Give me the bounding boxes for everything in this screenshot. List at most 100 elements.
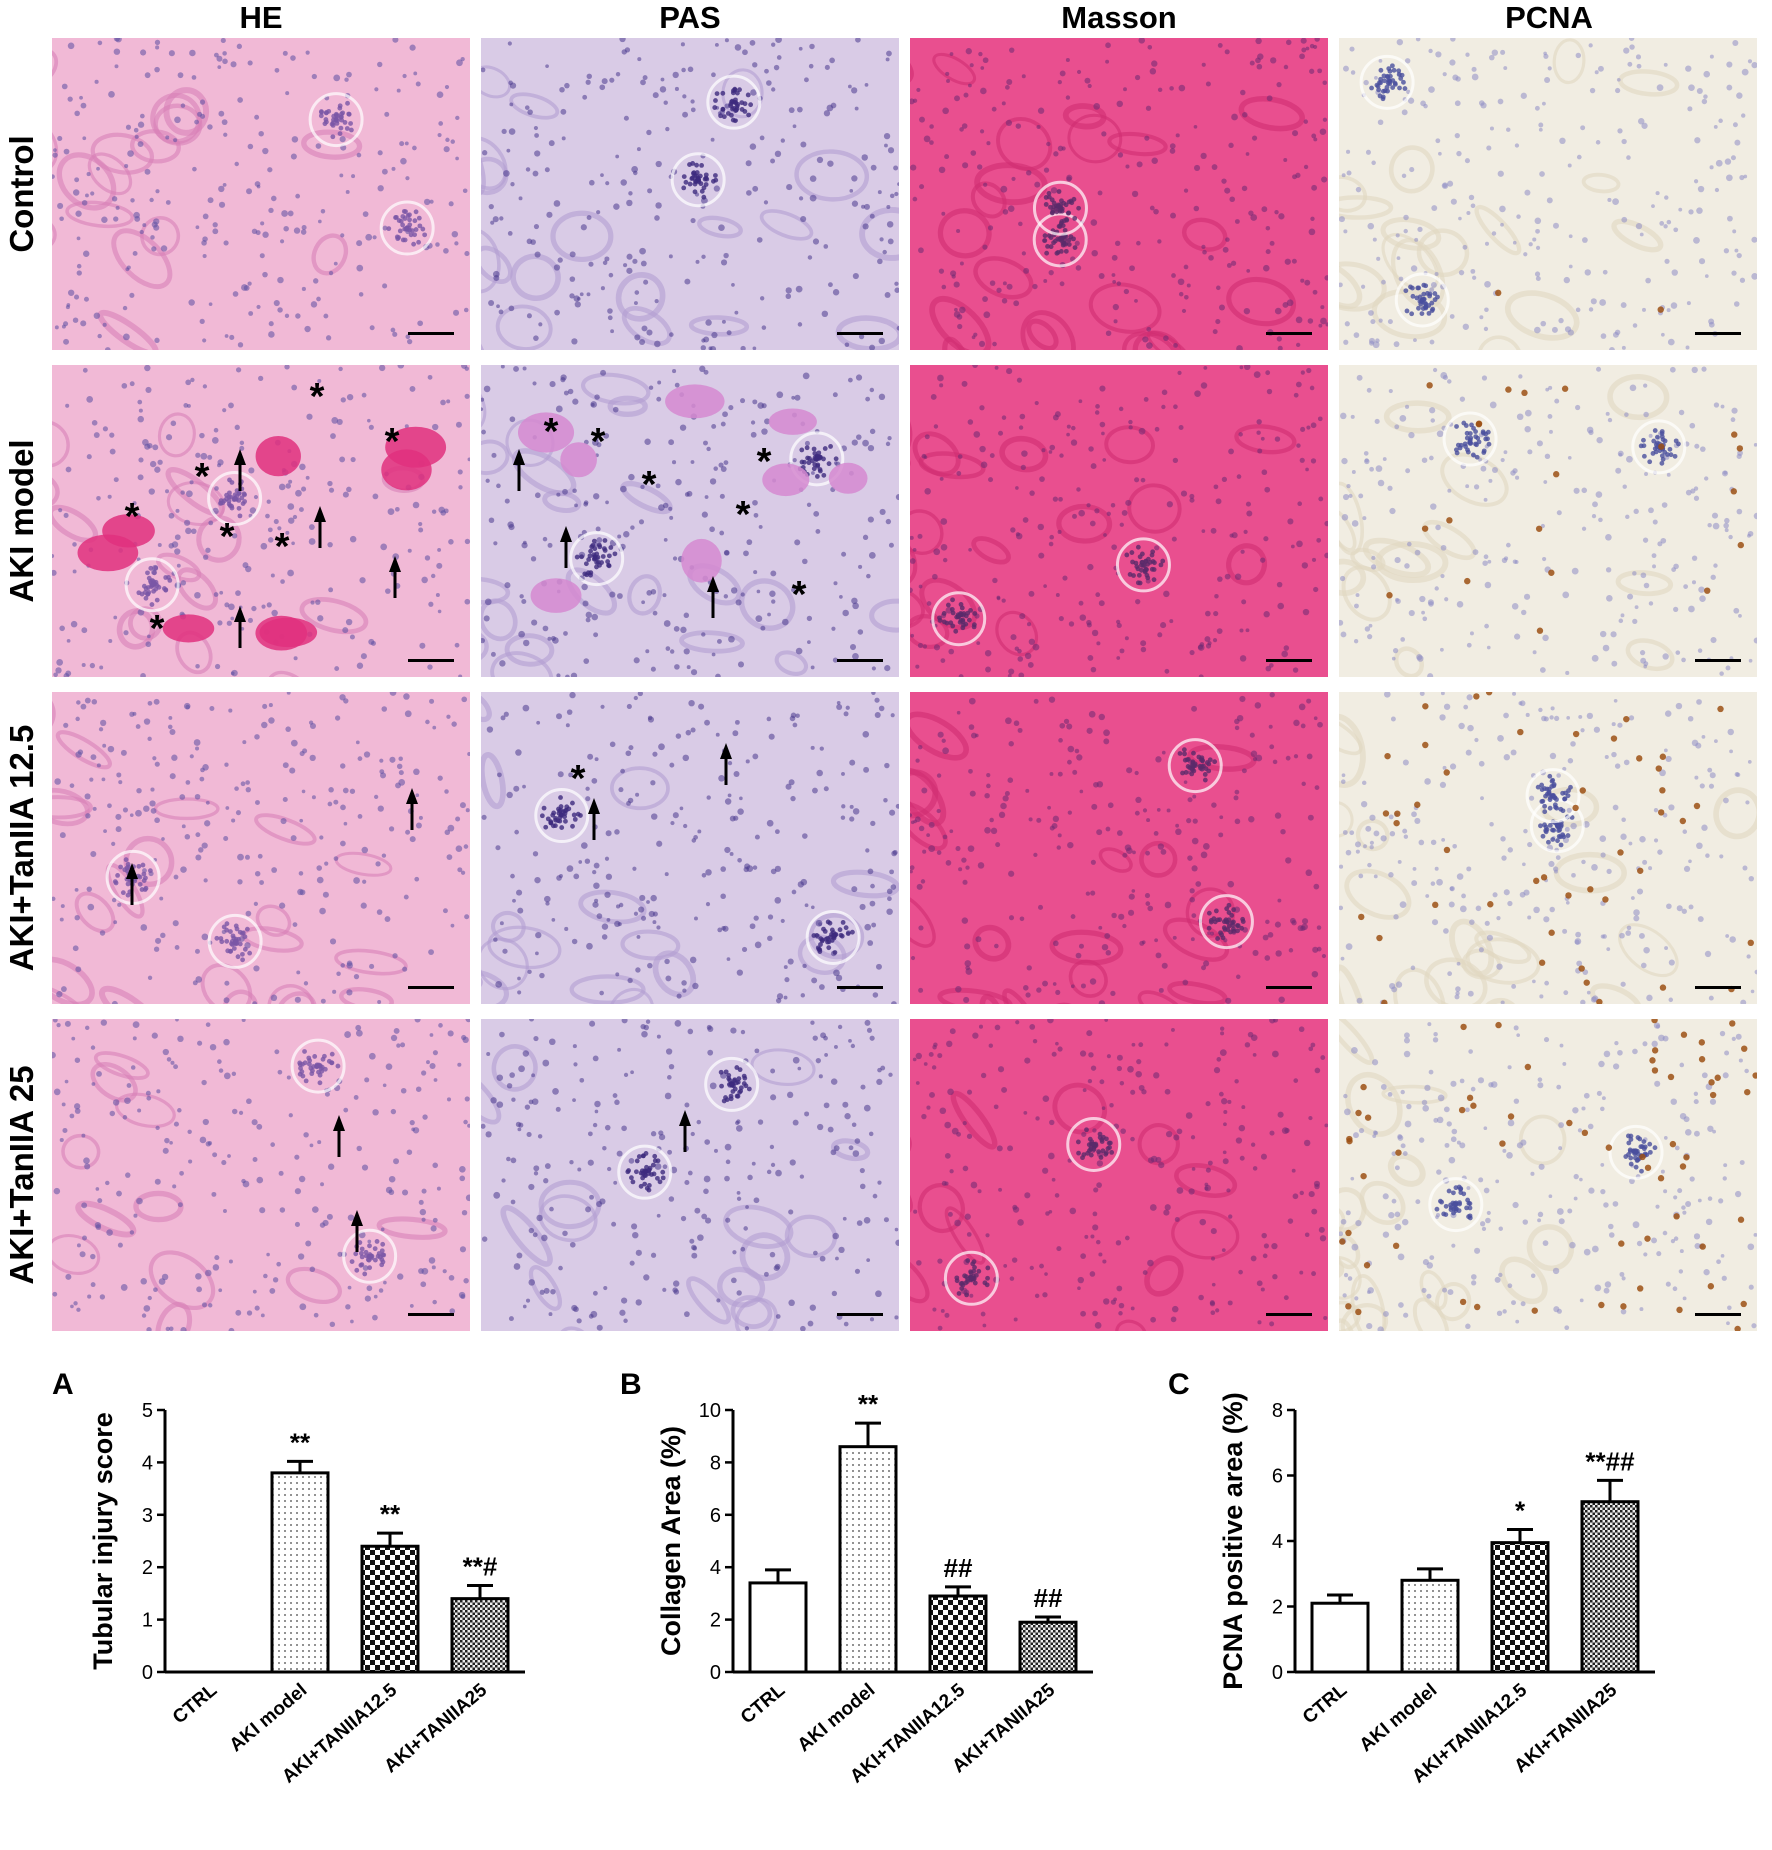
arrow-up-icon xyxy=(234,606,246,648)
asterisk-marker: * xyxy=(385,421,400,463)
significance-label: * xyxy=(1515,1496,1526,1526)
y-tick-label: 8 xyxy=(710,1452,721,1474)
asterisk-marker: * xyxy=(792,574,807,616)
micrograph-texture xyxy=(910,1019,1328,1331)
panel-letter-b: B xyxy=(620,1368,642,1401)
column-header-pas: PAS xyxy=(659,0,721,35)
micrograph-masson-row-2 xyxy=(910,365,1328,677)
micrograph-masson-row-4 xyxy=(910,1019,1328,1331)
micrograph-texture: * ***** xyxy=(481,365,899,677)
significance-label: **# xyxy=(463,1552,498,1582)
bar-aki-model xyxy=(838,1445,898,1674)
x-category-label: CTRL xyxy=(169,1679,222,1728)
bar-chart-pcna-positive-svg: PCNA positive area (%) 0 2 4 6 8 CTRL AKI model… xyxy=(1218,1392,1655,1788)
bar-aki-taniia25 xyxy=(1580,1500,1640,1674)
error-bar xyxy=(1507,1528,1533,1543)
micrograph-pas-row-3: * xyxy=(481,692,899,1004)
column-header-he: HE xyxy=(239,0,283,35)
micrograph-pcna-row-4 xyxy=(1339,1019,1757,1331)
micrograph-he-row-2: * * * * * * * xyxy=(52,365,470,677)
micrograph-texture xyxy=(910,692,1328,1004)
arrow-up-icon xyxy=(679,1110,691,1152)
row-header-aki-taniia-25: AKI+TanIIA 25 xyxy=(0,1019,44,1331)
arrow-up-icon xyxy=(351,1210,363,1252)
y-tick-label: 2 xyxy=(710,1610,721,1632)
row-label-aki-taniia-12-5: AKI+TanIIA 12.5 xyxy=(3,724,40,972)
x-category-label: AKI model xyxy=(226,1680,311,1756)
micrograph-texture xyxy=(481,1019,899,1331)
asterisk-marker: * xyxy=(150,608,165,650)
x-category-label: AKI model xyxy=(1356,1680,1441,1756)
asterisk-marker: * xyxy=(220,516,235,558)
bar-aki-model xyxy=(1400,1578,1460,1674)
y-tick-label: 6 xyxy=(710,1505,721,1527)
bar-chart-tubular-injury-svg: Tubular injury score 0 1 2 3 4 5 CTRL ** AKI mode… xyxy=(88,1400,525,1788)
column-header-pcna: PCNA xyxy=(1505,0,1593,35)
row-label-control: Control xyxy=(3,135,40,253)
significance-label: ## xyxy=(944,1553,973,1583)
micrograph-pcna-row-1 xyxy=(1339,38,1757,350)
row-label-aki-model: AKI model xyxy=(3,439,40,603)
micrograph-texture xyxy=(1339,38,1757,350)
bar-chart-collagen-area-svg: Collagen Area (%) 0 2 4 6 8 10 CTRL ** AKI model #… xyxy=(656,1389,1093,1788)
error-bar xyxy=(855,1421,881,1447)
y-tick-label: 0 xyxy=(142,1662,153,1684)
micrograph-texture: **** * ** xyxy=(52,365,470,677)
error-bar xyxy=(945,1585,971,1597)
y-axis-label: Tubular injury score xyxy=(88,1412,118,1670)
bar-aki-taniia25 xyxy=(450,1597,510,1674)
y-tick-label: 8 xyxy=(1272,1400,1283,1422)
asterisk-marker: * xyxy=(642,464,657,506)
micrograph-masson-row-1 xyxy=(910,38,1328,350)
y-tick-label: 5 xyxy=(142,1400,153,1422)
arrow-up-icon xyxy=(720,743,732,785)
y-tick-label: 1 xyxy=(142,1610,153,1632)
y-tick-label: 3 xyxy=(142,1505,153,1527)
arrow-up-icon xyxy=(513,449,525,491)
micrograph-pas-row-4 xyxy=(481,1019,899,1331)
significance-label: ** xyxy=(858,1389,879,1419)
error-bar xyxy=(377,1531,403,1547)
micrograph-texture xyxy=(52,38,470,350)
micrograph-pcna-row-3 xyxy=(1339,692,1757,1004)
arrow-up-icon xyxy=(314,506,326,548)
micrograph-texture xyxy=(1339,692,1757,1004)
row-header-control: Control xyxy=(0,38,44,350)
micrograph-pcna-row-2 xyxy=(1339,365,1757,677)
x-category-label: CTRL xyxy=(1299,1679,1352,1728)
bar-chart-tubular-injury: Tubular injury score 0 1 2 3 4 5 CTRL ** AKI mode… xyxy=(88,1390,560,1845)
micrograph-pas-row-2: * * * * * * xyxy=(481,365,899,677)
y-tick-label: 4 xyxy=(142,1452,153,1474)
micrograph-he-row-4 xyxy=(52,1019,470,1331)
asterisk-marker: * xyxy=(195,456,210,498)
y-axis-label: PCNA positive area (%) xyxy=(1218,1392,1248,1690)
bar-chart-collagen-area: Collagen Area (%) 0 2 4 6 8 10 CTRL ** AKI model #… xyxy=(656,1389,1128,1845)
bar-aki-taniia12-5 xyxy=(1490,1541,1550,1674)
y-tick-label: 6 xyxy=(1272,1466,1283,1488)
significance-label: ## xyxy=(1034,1583,1063,1613)
asterisk-marker: * xyxy=(571,758,586,800)
micrograph-texture xyxy=(910,38,1328,350)
arrow-up-icon xyxy=(389,556,401,598)
y-tick-label: 4 xyxy=(1272,1531,1283,1553)
error-bar xyxy=(287,1459,313,1473)
bar-aki-taniia12-5 xyxy=(928,1594,988,1674)
bar-aki-model xyxy=(270,1471,330,1674)
arrow-up-icon xyxy=(406,788,418,830)
arrow-up-icon xyxy=(234,449,246,491)
y-tick-label: 4 xyxy=(710,1557,721,1579)
bar-aki-taniia12-5 xyxy=(360,1544,420,1674)
row-label-aki-taniia-25: AKI+TanIIA 25 xyxy=(3,1065,40,1285)
row-header-aki-taniia-12-5: AKI+TanIIA 12.5 xyxy=(0,692,44,1004)
arrow-up-icon xyxy=(707,576,719,618)
panel-letter-c: C xyxy=(1168,1368,1190,1401)
error-bar xyxy=(765,1568,791,1583)
row-header-aki-model: AKI model xyxy=(0,365,44,677)
micrograph-texture xyxy=(52,1019,470,1331)
arrow-up-icon xyxy=(560,526,572,568)
x-category-label: CTRL xyxy=(737,1679,790,1728)
error-bar xyxy=(1417,1567,1443,1581)
micrograph-pas-row-1 xyxy=(481,38,899,350)
asterisk-marker: * xyxy=(591,421,606,463)
significance-label: **## xyxy=(1585,1446,1635,1476)
